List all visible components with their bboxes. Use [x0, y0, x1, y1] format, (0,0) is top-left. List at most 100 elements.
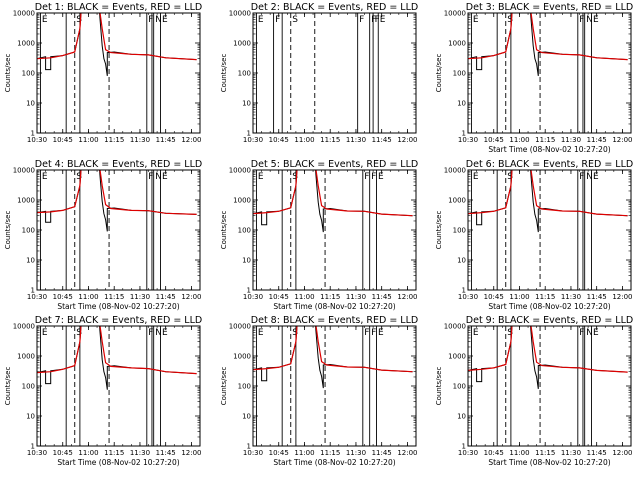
y-tick-label: 1	[31, 287, 35, 295]
event-marker-label: F	[148, 15, 153, 25]
y-tick-label: 10	[26, 100, 35, 108]
x-tick-label: 11:30	[346, 293, 366, 301]
x-tick-label: 11:45	[156, 293, 176, 301]
event-marker-label: E	[162, 172, 168, 182]
x-axis-label: Start Time (08-Nov-02 10:27:20)	[488, 145, 610, 154]
x-tick-label: 10:45	[484, 449, 504, 457]
event-marker-label: E	[258, 172, 264, 182]
event-marker-label: E	[162, 15, 168, 25]
detector-panel-5: Det 5: BLACK = Events, RED = LLD Counts/s…	[220, 159, 418, 311]
y-tick-label: 10000	[13, 167, 35, 175]
event-marker-label: E	[593, 328, 599, 338]
event-marker-label: E	[473, 328, 479, 338]
x-tick-label: 11:30	[346, 136, 366, 144]
plot-frame	[467, 12, 632, 134]
x-tick-label: 10:30	[458, 293, 478, 301]
x-tick-label: 11:15	[104, 449, 124, 457]
event-marker-label: E	[380, 15, 386, 25]
event-marker-label: F	[371, 172, 376, 182]
y-tick-label: 1	[31, 443, 35, 451]
x-tick-label: 11:30	[561, 293, 581, 301]
event-marker-label: S	[292, 172, 298, 182]
y-tick-label: 10000	[229, 323, 251, 331]
series-line-lld	[253, 326, 413, 373]
series-line-lld	[37, 13, 197, 61]
x-axis-label: Start Time (08-Nov-02 10:27:20)	[273, 458, 395, 467]
x-tick-label: 10:45	[53, 449, 73, 457]
y-axis-label: Counts/sec	[4, 211, 12, 250]
detector-panel-8: Det 8: BLACK = Events, RED = LLD Counts/s…	[220, 315, 418, 467]
x-tick-label: 11:00	[294, 293, 314, 301]
x-tick-label: 12:00	[181, 293, 201, 301]
plot-frame	[467, 325, 632, 447]
panel-title: Det 4: BLACK = Events, RED = LLD	[35, 159, 202, 170]
y-tick-label: 1	[462, 287, 466, 295]
x-tick-label: 12:00	[612, 136, 632, 144]
x-tick-label: 12:00	[612, 293, 632, 301]
plot-frame	[252, 12, 417, 134]
x-tick-label: 10:30	[27, 293, 47, 301]
x-tick-label: 11:45	[587, 136, 607, 144]
event-marker-label: F	[371, 15, 376, 25]
panel-title: Det 2: BLACK = Events, RED = LLD	[251, 2, 418, 13]
x-tick-label: 12:00	[181, 449, 201, 457]
event-marker-label: S	[507, 328, 513, 338]
y-tick-label: 10	[242, 100, 251, 108]
event-marker-label: S	[507, 172, 513, 182]
x-tick-label: 10:45	[269, 293, 289, 301]
y-tick-label: 100	[453, 383, 466, 391]
x-tick-label: 10:30	[243, 136, 263, 144]
panel-title: Det 6: BLACK = Events, RED = LLD	[466, 159, 633, 170]
y-tick-label: 100	[453, 227, 466, 235]
y-axis-label: Counts/sec	[220, 211, 228, 250]
y-tick-label: 10	[457, 257, 466, 265]
y-tick-label: 10	[242, 413, 251, 421]
x-tick-label: 11:45	[156, 136, 176, 144]
x-tick-label: 11:30	[130, 293, 150, 301]
event-marker-label: S	[76, 15, 82, 25]
x-tick-label: 10:30	[243, 293, 263, 301]
event-marker-label: S	[76, 172, 82, 182]
detector-panel-3: Det 3: BLACK = Events, RED = LLD Counts/s…	[435, 2, 633, 154]
event-marker-label: F	[579, 172, 584, 182]
y-tick-label: 100	[238, 383, 251, 391]
x-tick-label: 11:45	[587, 293, 607, 301]
plot-frame	[252, 169, 417, 291]
plot-frame	[467, 169, 632, 291]
event-marker-label: N	[586, 15, 593, 25]
y-tick-label: 10000	[13, 323, 35, 331]
x-tick-label: 11:45	[372, 449, 392, 457]
x-tick-label: 11:15	[535, 136, 555, 144]
detector-panel-9: Det 9: BLACK = Events, RED = LLD Counts/s…	[435, 315, 633, 467]
event-marker-label: S	[292, 328, 298, 338]
x-tick-label: 10:30	[458, 136, 478, 144]
x-tick-label: 10:30	[458, 449, 478, 457]
y-tick-label: 10000	[229, 10, 251, 18]
event-marker-label: N	[155, 172, 162, 182]
y-tick-label: 100	[238, 70, 251, 78]
event-marker-label: E	[258, 328, 264, 338]
x-tick-label: 11:30	[130, 449, 150, 457]
y-axis-label: Counts/sec	[4, 54, 12, 93]
event-marker-label: F	[375, 15, 380, 25]
series-line-lld	[468, 13, 628, 61]
x-tick-label: 10:45	[484, 136, 504, 144]
series-line-lld	[37, 326, 197, 375]
y-tick-label: 1000	[17, 353, 35, 361]
x-tick-label: 10:30	[27, 449, 47, 457]
y-tick-label: 1	[462, 130, 466, 138]
x-tick-label: 11:00	[78, 293, 98, 301]
event-marker-label: E	[42, 15, 48, 25]
x-tick-label: 11:00	[509, 293, 529, 301]
x-tick-label: 11:30	[346, 449, 366, 457]
event-marker-label: N	[586, 328, 593, 338]
y-axis-label: Counts/sec	[435, 54, 443, 93]
event-marker-label: F	[148, 172, 153, 182]
y-tick-label: 1	[31, 130, 35, 138]
x-tick-label: 11:15	[320, 293, 340, 301]
event-marker-label: E	[378, 172, 384, 182]
panel-title: Det 5: BLACK = Events, RED = LLD	[251, 159, 418, 170]
event-marker-label: F	[579, 328, 584, 338]
x-tick-label: 11:30	[130, 136, 150, 144]
